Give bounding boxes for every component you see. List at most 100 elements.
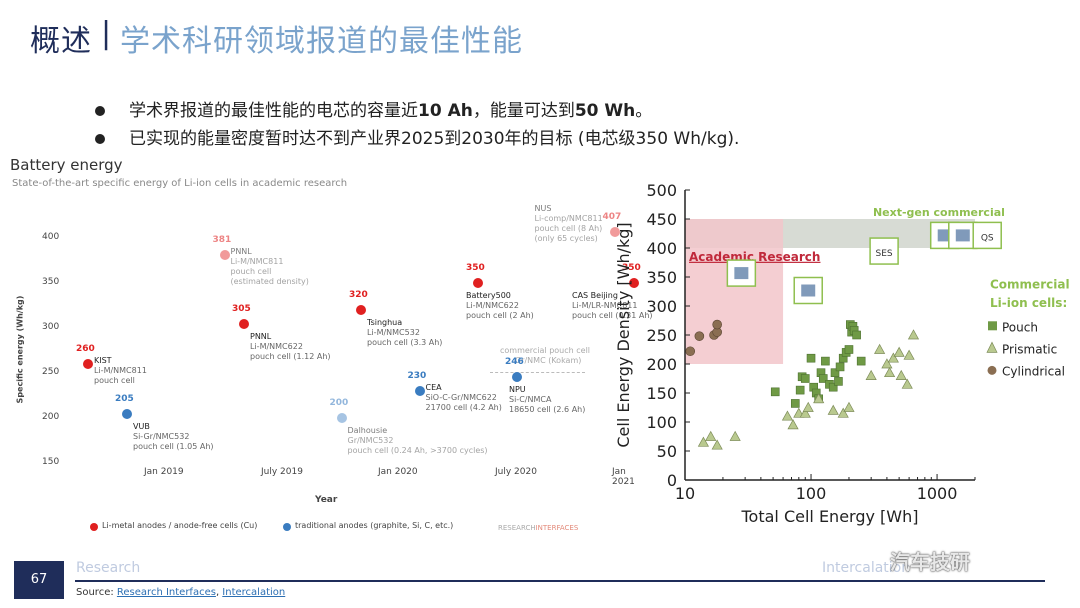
x-tick-label: 1000 — [917, 484, 958, 503]
x-tick-label: Jan 2020 — [378, 467, 418, 477]
reference-note: Gr/NMC (Kokam) — [515, 356, 582, 366]
data-point — [356, 305, 366, 315]
point-name: PNNL — [250, 331, 272, 341]
logo-mark — [734, 267, 749, 280]
legend-marker — [988, 321, 997, 331]
legend-title: Commercial — [990, 278, 1070, 292]
source-link-intercalation[interactable]: Intercalation — [222, 587, 286, 598]
data-point — [414, 386, 425, 396]
source-separator: , — [215, 587, 223, 598]
prismatic-point — [711, 439, 723, 450]
data-point — [239, 318, 249, 329]
prismatic-point — [907, 329, 920, 340]
credit: RESEARCHINTERFACES — [498, 523, 578, 533]
prismatic-point — [887, 352, 899, 363]
y-tick-label: 400 — [42, 232, 60, 242]
data-point — [512, 371, 522, 382]
prismatic-point — [787, 419, 799, 430]
point-name: Battery500 — [466, 291, 511, 300]
point-name: CEA — [425, 383, 442, 392]
title-separator: | — [101, 16, 112, 51]
prismatic-point — [901, 378, 913, 389]
point-detail: Li-M/NMC622 — [250, 341, 303, 351]
reference-line — [490, 372, 585, 374]
pouch-point — [818, 374, 828, 383]
bullet-text: ，能量可达到 — [472, 101, 575, 121]
data-point — [609, 226, 620, 237]
legend-label: Cylindrical — [1002, 364, 1065, 378]
point-detail: 21700 cell (4.2 Ah) — [425, 403, 502, 412]
source-link-research-interfaces[interactable]: Research Interfaces — [116, 587, 216, 598]
footer-divider — [75, 580, 1045, 582]
prismatic-point — [705, 430, 717, 441]
pouch-point — [770, 387, 780, 397]
prismatic-point — [843, 401, 855, 412]
point-name: Tsinghua — [367, 318, 403, 327]
legend-title: Li-ion cells: — [990, 296, 1067, 310]
point-detail: Li-M/NMC532 — [367, 328, 420, 337]
data-point — [219, 250, 230, 261]
bullet-item-1: 学术界报道的最佳性能的电芯的容量近10 Ah，能量可达到50 Wh。 — [95, 96, 652, 121]
data-point — [629, 278, 639, 288]
prismatic-point — [781, 410, 794, 421]
point-detail: pouch cell (0.24 Ah, >3700 cycles) — [347, 446, 488, 455]
credit-research: RESEARCH — [498, 524, 536, 532]
prismatic-point — [813, 393, 825, 404]
point-detail: SiO-C-Gr/NMC622 — [425, 393, 497, 402]
y-axis-label: Specific energy (Wh/kg) — [15, 295, 25, 404]
left-chart: 400 350 300 250 200 150 Specific energy (Wh/kg… — [0, 195, 653, 545]
point-detail: pouch cell — [230, 267, 272, 277]
x-tick-label: Jan 2021 — [612, 467, 635, 487]
academic-region — [685, 219, 784, 364]
point-name: VUB — [133, 421, 150, 431]
point-detail: Gr/NMC532 — [347, 436, 394, 445]
data-label: 200 — [329, 398, 349, 408]
left-chart-title: Battery energy — [10, 156, 123, 174]
bullet-bold: 10 Ah — [418, 101, 473, 121]
point-detail: pouch cell (1.05 Ah) — [133, 441, 214, 451]
bullet-text: 已实现的能量密度暂时达不到产业界2025到2030年的目标 (电芯级350 Wh… — [129, 129, 740, 149]
prismatic-point — [799, 407, 811, 418]
y-tick-label: 100 — [646, 413, 677, 432]
prismatic-point — [903, 349, 915, 360]
y-tick-label: 50 — [657, 442, 677, 461]
x-tick-label: July 2019 — [261, 467, 303, 477]
prismatic-point — [874, 343, 886, 354]
point-name: NUS — [534, 203, 552, 213]
data-label: 246 — [505, 356, 524, 367]
page-number: 67 — [14, 561, 64, 599]
prismatic-point — [802, 401, 814, 412]
page-subtitle: 学术科研领域报道的最佳性能 — [120, 24, 523, 59]
data-label: 230 — [407, 371, 427, 381]
left-chart-subtitle: State-of-the-art specific energy of Li-i… — [12, 178, 348, 189]
point-detail: pouch cell (0.31 Ah) — [572, 311, 653, 320]
pouch-point — [821, 356, 830, 366]
point-detail: Li-M/NMC622 — [466, 301, 519, 310]
y-tick-label: 200 — [646, 355, 677, 374]
point-name: NPU — [509, 384, 526, 394]
data-label: 320 — [349, 290, 368, 300]
prismatic-point — [697, 436, 710, 447]
point-name: PNNL — [230, 247, 252, 257]
academic-research-label: Academic Research — [689, 250, 820, 264]
prismatic-point — [865, 369, 877, 380]
data-label: 381 — [212, 235, 232, 246]
pouch-point — [830, 368, 840, 377]
x-tick-label: Jan 2019 — [144, 467, 184, 477]
pouch-point — [828, 382, 838, 392]
bullet-dot — [95, 134, 105, 144]
point-detail: pouch cell — [94, 376, 135, 385]
point-detail: Li-M/NMC811 — [94, 366, 147, 375]
prismatic-point — [827, 404, 839, 415]
legend-label: traditional anodes (graphite, Si, C, etc… — [295, 521, 454, 530]
pouch-point — [835, 362, 845, 372]
point-detail: pouch cell (3.3 Ah) — [367, 338, 443, 347]
y-tick-label: 450 — [646, 210, 677, 229]
point-detail: pouch cell (8 Ah) — [534, 223, 603, 233]
pouch-point — [795, 385, 805, 395]
data-label: 407 — [602, 211, 622, 222]
data-point — [83, 359, 93, 369]
data-label: 205 — [115, 393, 134, 404]
data-point — [473, 278, 483, 288]
pouch-point — [834, 377, 843, 386]
